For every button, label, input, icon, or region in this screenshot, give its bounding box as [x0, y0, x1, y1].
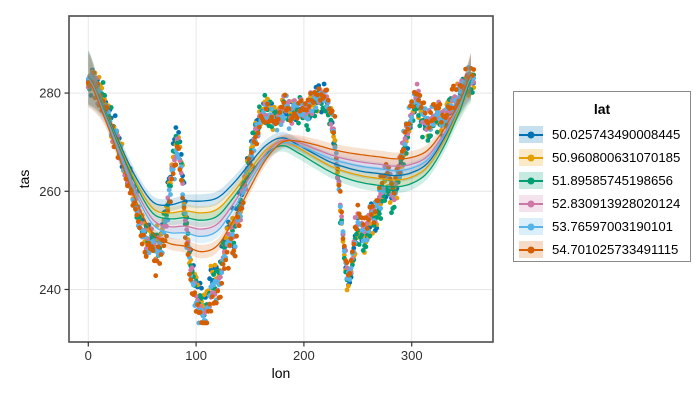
smooth-line-51.89585745198656	[87, 77, 472, 221]
legend-row: 50.025743490008445	[514, 123, 690, 146]
panel-border	[68, 15, 494, 343]
ribbon-51.89585745198656	[88, 50, 472, 228]
legend-label: 52.830913928020124	[552, 196, 681, 211]
ribbon-54.701025733491115	[88, 51, 472, 259]
smooth-ribbons	[88, 49, 472, 259]
legend-label: 51.89585745198656	[552, 173, 674, 188]
legend-row: 53.76597003190101	[514, 215, 690, 238]
y-tick-label: 260	[39, 184, 61, 199]
scatter-series-54.701025733491115	[85, 66, 477, 326]
legend-key-icon	[519, 126, 543, 143]
legend-row: 51.89585745198656	[514, 169, 690, 192]
y-tick-label: 240	[39, 282, 61, 297]
smooth-line-54.701025733491115	[87, 74, 472, 253]
smooth-line-52.830913928020124	[87, 75, 472, 230]
smooth-lines	[87, 74, 472, 253]
legend-key-icon	[519, 218, 543, 235]
y-axis-title: tas	[16, 169, 32, 189]
smooth-line-50.025743490008445	[87, 75, 472, 206]
legend: lat 50.025743490008445 50.960800631070185…	[513, 91, 691, 262]
x-tick-label: 100	[185, 348, 207, 363]
y-tick-label: 280	[39, 86, 61, 101]
axis-ticks	[64, 92, 413, 347]
legend-key-icon	[519, 195, 543, 212]
ribbon-53.76597003190101	[88, 52, 472, 244]
legend-rows: 50.025743490008445 50.960800631070185 51.8…	[514, 123, 690, 261]
legend-key-icon	[519, 241, 543, 258]
legend-title: lat	[593, 101, 611, 117]
scatter-points	[85, 65, 477, 326]
legend-label: 50.025743490008445	[552, 127, 681, 142]
legend-label: 53.76597003190101	[552, 219, 674, 234]
x-tick-label: 300	[401, 348, 423, 363]
ribbon-50.025743490008445	[88, 49, 472, 212]
x-axis-title: lon	[271, 365, 291, 381]
legend-key-icon	[519, 172, 543, 189]
legend-label: 50.960800631070185	[552, 150, 681, 165]
legend-row: 50.960800631070185	[514, 146, 690, 169]
legend-key-icon	[519, 149, 543, 166]
legend-label: 54.701025733491115	[552, 242, 679, 257]
x-tick-label: 200	[293, 348, 315, 363]
legend-row: 54.701025733491115	[514, 238, 690, 261]
legend-row: 52.830913928020124	[514, 192, 690, 215]
tick-labels: 0 100 200 300 240 260 280	[39, 86, 422, 363]
x-tick-label: 0	[85, 348, 92, 363]
